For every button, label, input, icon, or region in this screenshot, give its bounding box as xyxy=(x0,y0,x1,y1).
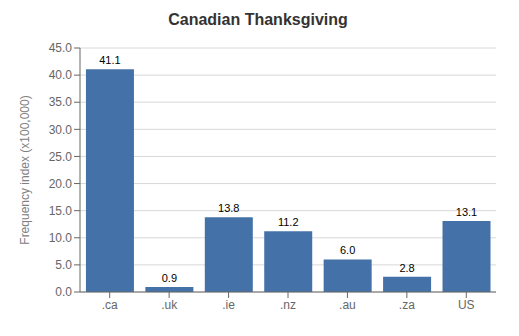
svg-text:13.8: 13.8 xyxy=(218,202,239,214)
svg-text:45.0: 45.0 xyxy=(49,41,73,55)
svg-text:15.0: 15.0 xyxy=(49,204,73,218)
svg-text:25.0: 25.0 xyxy=(49,150,73,164)
svg-text:.nz: .nz xyxy=(280,298,296,312)
svg-text:35.0: 35.0 xyxy=(49,95,73,109)
svg-text:.za: .za xyxy=(399,298,415,312)
html-text:Canadian Thanksgiving: Canadian Thanksgiving xyxy=(168,11,348,28)
svg-text:US: US xyxy=(458,298,475,312)
svg-text:30.0: 30.0 xyxy=(49,123,73,137)
svg-text:Frequency index (x100,000): Frequency index (x100,000) xyxy=(18,95,32,244)
svg-text:11.2: 11.2 xyxy=(278,216,299,228)
svg-text:40.0: 40.0 xyxy=(49,68,73,82)
svg-text:.ca: .ca xyxy=(102,298,118,312)
svg-text:2.8: 2.8 xyxy=(399,262,414,274)
svg-text:13.1: 13.1 xyxy=(456,206,477,218)
svg-text:0.0: 0.0 xyxy=(55,285,72,299)
svg-text:20.0: 20.0 xyxy=(49,177,73,191)
svg-text:.ie: .ie xyxy=(222,298,235,312)
svg-text:6.0: 6.0 xyxy=(340,244,355,256)
svg-text:0.9: 0.9 xyxy=(162,272,177,284)
svg-text:41.1: 41.1 xyxy=(99,54,120,66)
svg-text:.au: .au xyxy=(339,298,356,312)
svg-text:5.0: 5.0 xyxy=(55,258,72,272)
svg-text:.uk: .uk xyxy=(161,298,178,312)
svg-text:10.0: 10.0 xyxy=(49,231,73,245)
